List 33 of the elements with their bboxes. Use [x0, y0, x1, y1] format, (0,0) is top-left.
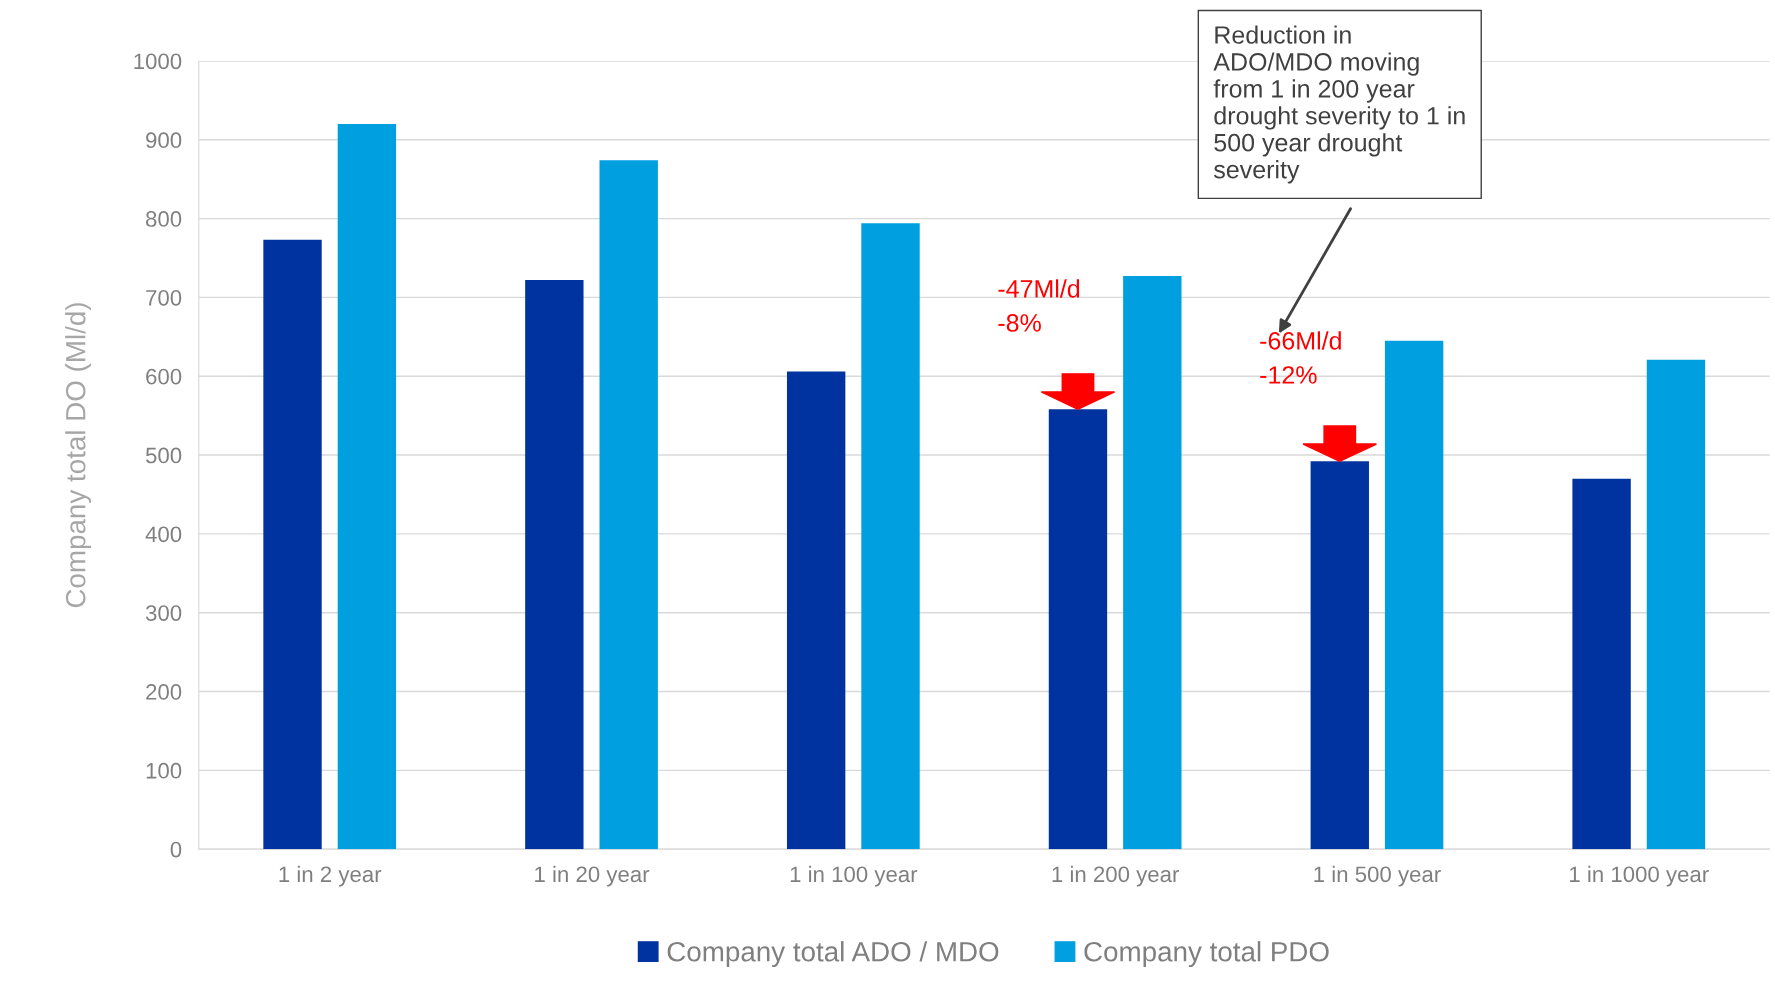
y-tick-label: 600	[146, 368, 182, 385]
y-tick-label: 800	[146, 211, 182, 227]
bar	[1123, 276, 1182, 850]
y-tick-label: 400	[145, 526, 182, 543]
bar	[786, 371, 846, 850]
bar	[861, 223, 920, 850]
y-tick-label: 100	[146, 762, 182, 779]
bar	[599, 160, 658, 850]
bar	[1572, 478, 1631, 850]
x-tick-label: 1 in 20 year	[535, 865, 650, 887]
annotation: -66Ml/d -12%	[1260, 331, 1341, 384]
annotation: -47Ml/d -8%	[998, 279, 1080, 332]
y-tick-label: 300	[145, 605, 182, 621]
bar	[1646, 359, 1706, 850]
bar	[337, 124, 397, 850]
x-tick-label: 1 in 1000 year	[1570, 865, 1709, 887]
bar	[263, 239, 322, 850]
y-tick-label: 500	[145, 447, 182, 464]
y-tick-label: 200	[146, 684, 182, 700]
x-tick-label: 1 in 2 year	[279, 865, 382, 887]
y-tick-label: 1000	[134, 53, 182, 70]
bar	[1384, 340, 1444, 850]
legend-label: Company total ADO / MDO	[667, 941, 999, 968]
y-tick-label: 900	[146, 132, 182, 149]
y-tick-label: 700	[146, 289, 182, 306]
x-tick-label: 1 in 200 year	[1052, 865, 1180, 887]
y-axis-title: Company total DO (Ml/d)	[65, 303, 92, 608]
legend-label: Company total PDO	[1084, 941, 1329, 968]
x-tick-label: 1 in 100 year	[790, 865, 918, 887]
x-tick-label: 1 in 500 year	[1314, 865, 1441, 887]
bar	[525, 280, 584, 850]
annotation: Reduction in ADO/MDO moving from 1 in 200 year drought severity to 1 in 500 year drought severity	[1213, 25, 1465, 184]
y-tick-label: 0	[170, 841, 182, 858]
